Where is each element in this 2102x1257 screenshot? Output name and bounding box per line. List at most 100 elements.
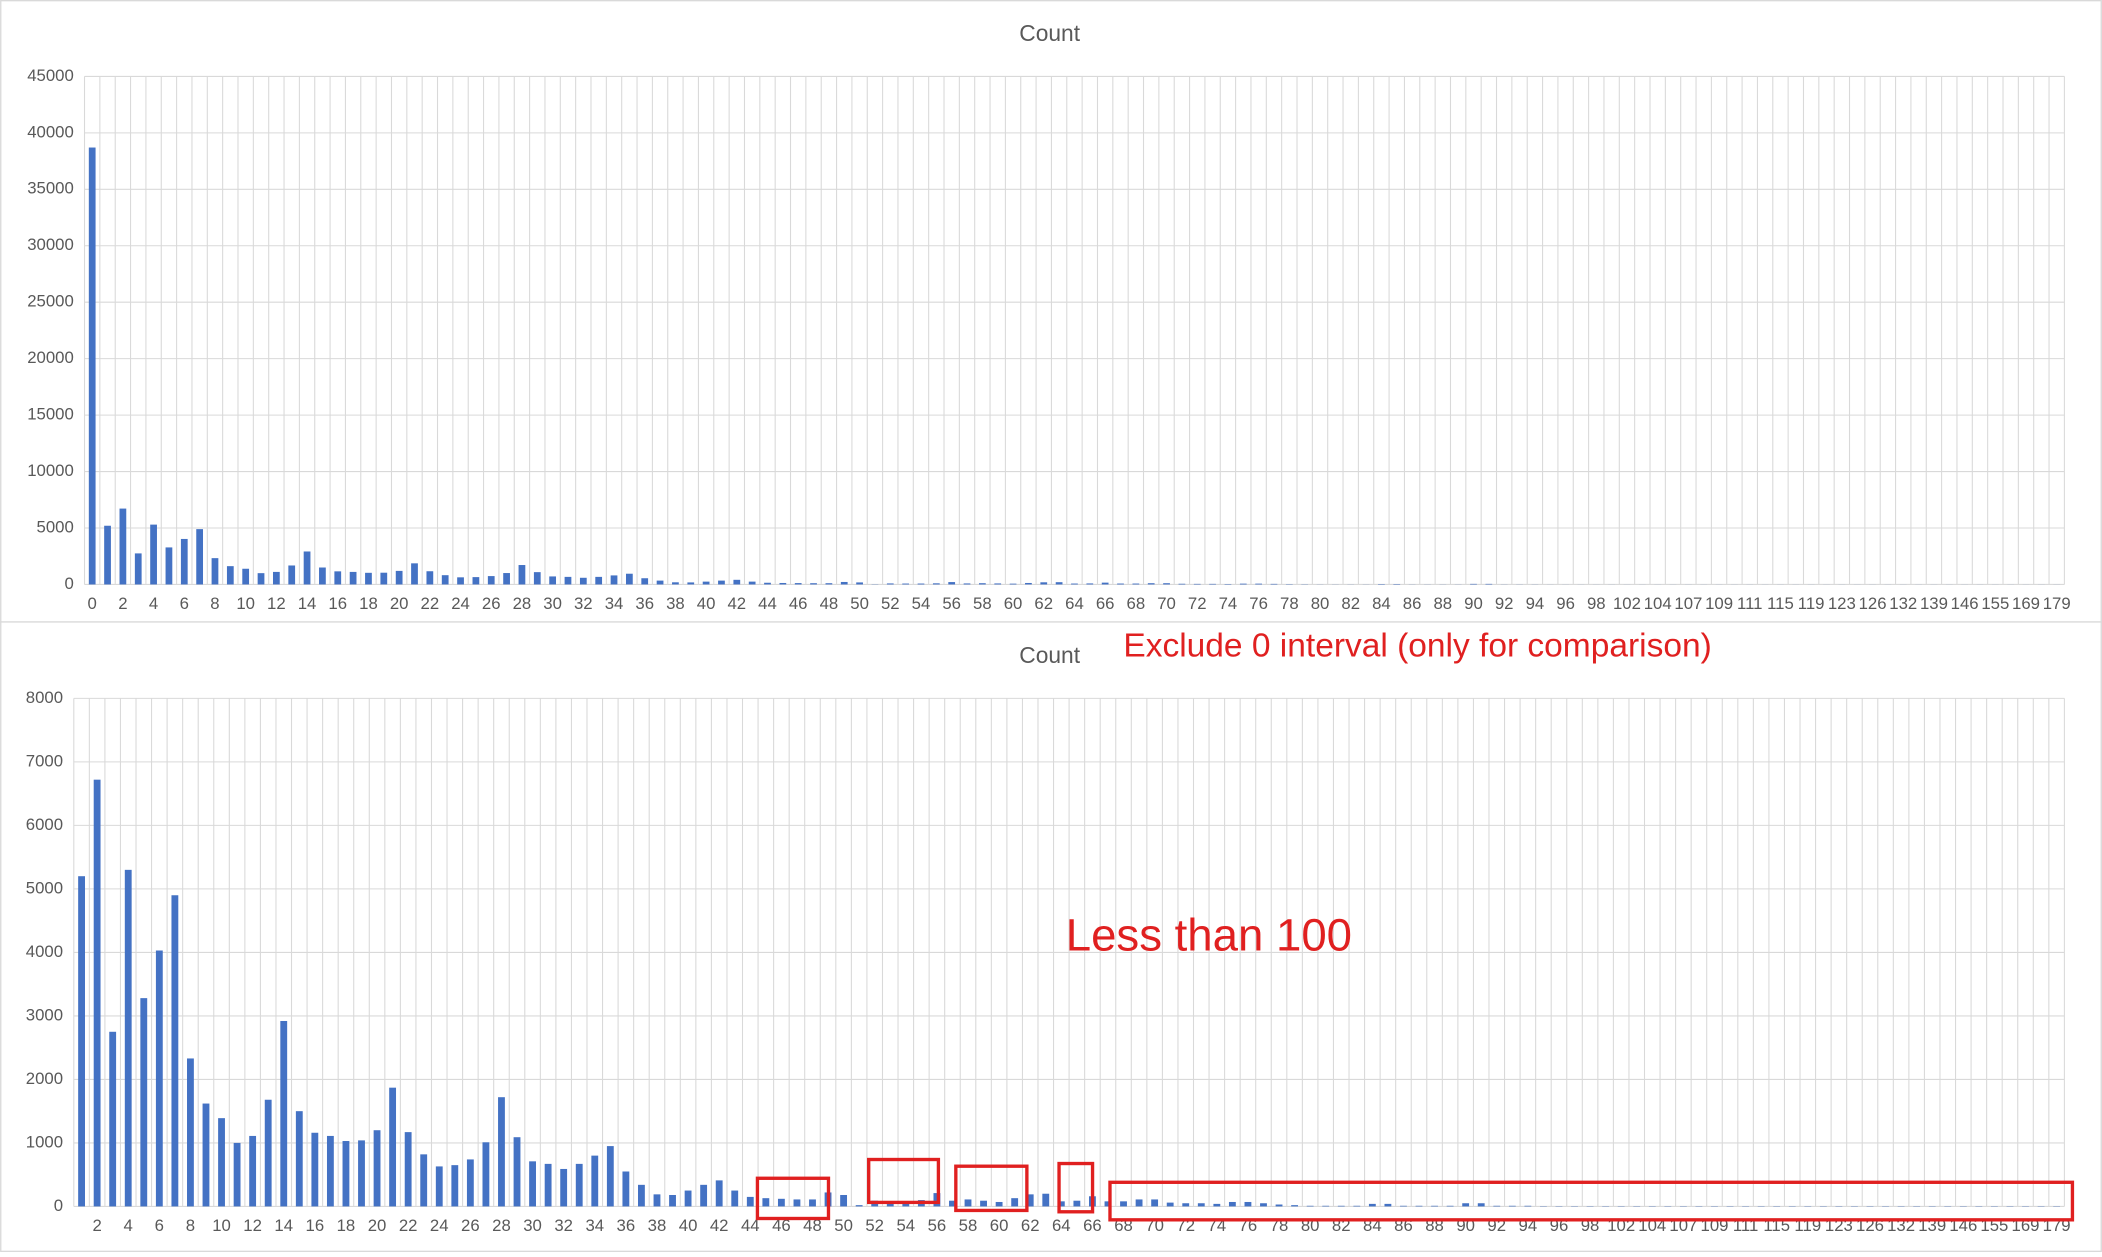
bar (809, 1199, 816, 1206)
bar (78, 876, 85, 1206)
bar (1245, 1202, 1252, 1206)
bar (795, 583, 802, 584)
bar (273, 572, 280, 585)
bar (94, 780, 101, 1207)
bar (810, 583, 817, 584)
bar (716, 1180, 723, 1206)
x-tick-label: 28 (492, 1216, 511, 1235)
bar (467, 1159, 474, 1206)
bar (1260, 1203, 1267, 1206)
bar (840, 1195, 847, 1206)
bar (826, 583, 833, 584)
bar (304, 551, 311, 584)
y-tick-label: 15000 (27, 405, 74, 424)
bar (1073, 1201, 1080, 1207)
x-tick-label: 42 (727, 594, 746, 613)
x-tick-label: 109 (1705, 594, 1733, 613)
x-tick-label: 60 (1004, 594, 1023, 613)
bar (1447, 1206, 1454, 1207)
x-tick-label: 139 (1920, 594, 1948, 613)
bar (411, 563, 418, 584)
x-tick-label: 76 (1249, 594, 1268, 613)
x-tick-label: 126 (1859, 594, 1887, 613)
bar (125, 870, 132, 1207)
x-tick-label: 28 (513, 594, 532, 613)
x-tick-label: 56 (942, 594, 961, 613)
x-tick-label: 66 (1083, 1216, 1102, 1235)
x-tick-label: 54 (896, 1216, 915, 1235)
bar (703, 582, 710, 585)
bar (560, 1169, 567, 1206)
bar (980, 1201, 987, 1207)
x-tick-label: 146 (1951, 594, 1979, 613)
x-tick-label: 107 (1674, 594, 1702, 613)
x-tick-label: 18 (337, 1216, 356, 1235)
bar (654, 1194, 661, 1206)
bar (288, 565, 295, 584)
bar (473, 577, 480, 584)
bar (436, 1166, 443, 1206)
bar (249, 1136, 256, 1206)
y-tick-label: 20000 (27, 348, 74, 367)
bar (1209, 584, 1216, 585)
x-tick-label: 22 (421, 594, 440, 613)
bar (687, 582, 694, 584)
x-tick-label: 60 (990, 1216, 1009, 1235)
bar (227, 566, 234, 584)
x-tick-label: 6 (180, 594, 189, 613)
x-tick-label: 20 (390, 594, 409, 613)
bar (89, 148, 96, 585)
x-tick-label: 64 (1065, 594, 1084, 613)
x-tick-label: 179 (2043, 594, 2071, 613)
bar (764, 583, 771, 585)
x-tick-label: 50 (834, 1216, 853, 1235)
x-tick-label: 44 (758, 594, 777, 613)
bar (1120, 1201, 1127, 1206)
x-tick-label: 52 (881, 594, 900, 613)
y-tick-label: 1000 (26, 1132, 63, 1151)
x-tick-label: 6 (155, 1216, 164, 1235)
bar (396, 571, 403, 585)
x-tick-label: 40 (697, 594, 716, 613)
bar (187, 1058, 194, 1206)
bar (996, 1202, 1003, 1206)
x-tick-label: 10 (212, 1216, 231, 1235)
annotation: Less than 100 (1066, 909, 1352, 960)
y-tick-label: 5000 (26, 878, 63, 897)
bar (1148, 583, 1155, 584)
bar (1182, 1203, 1189, 1206)
x-tick-label: 14 (298, 594, 317, 613)
bar (669, 1195, 676, 1206)
bar (672, 582, 679, 584)
x-tick-label: 104 (1644, 594, 1672, 613)
bar (327, 1136, 334, 1206)
x-tick-label: 48 (820, 594, 839, 613)
y-tick-label: 3000 (26, 1005, 63, 1024)
bar (534, 572, 541, 584)
bar (1040, 582, 1047, 584)
bar (607, 1146, 614, 1206)
bar (150, 525, 157, 585)
bar (140, 998, 147, 1206)
bar (1271, 584, 1278, 585)
bar (420, 1154, 427, 1206)
x-tick-label: 74 (1219, 594, 1238, 613)
bar (334, 571, 341, 584)
x-tick-label: 24 (430, 1216, 449, 1235)
bar (218, 1118, 225, 1206)
bar (733, 580, 740, 585)
x-tick-label: 40 (679, 1216, 698, 1235)
x-tick-label: 8 (186, 1216, 195, 1235)
bar (135, 553, 142, 584)
bar (1213, 1204, 1220, 1207)
bar (1509, 1206, 1516, 1207)
bar (964, 583, 971, 584)
bar (166, 547, 173, 584)
x-tick-label: 82 (1341, 594, 1360, 613)
bar (457, 577, 464, 584)
x-tick-label: 94 (1526, 594, 1545, 613)
bar (319, 568, 326, 585)
x-tick-label: 12 (267, 594, 286, 613)
x-tick-label: 132 (1889, 594, 1917, 613)
